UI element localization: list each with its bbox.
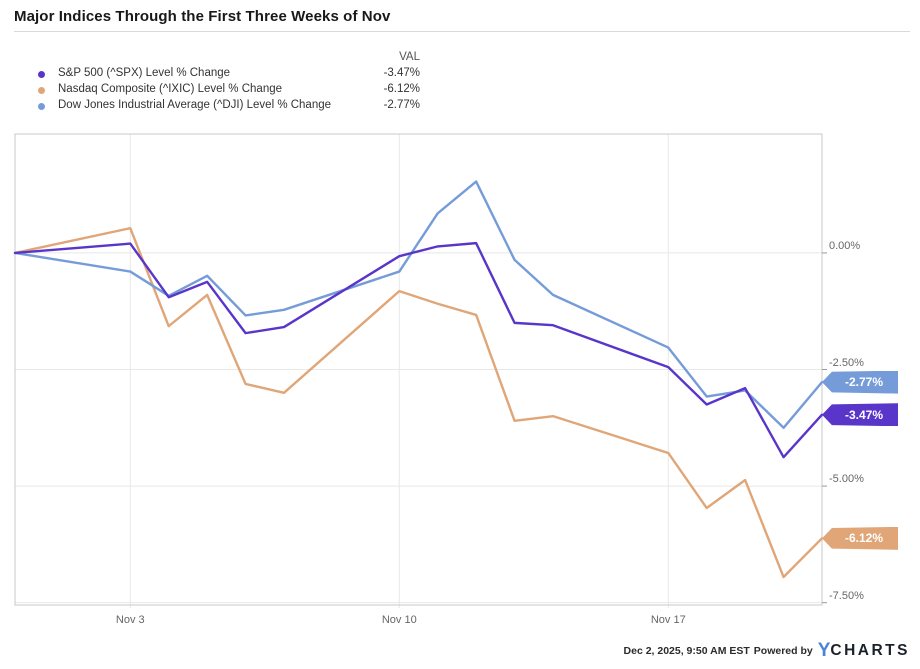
ixic-value-badge: -6.12% — [822, 526, 898, 550]
x-axis-tick-label: Nov 10 — [381, 614, 417, 626]
ycharts-logo-charts: CHARTS — [830, 642, 910, 659]
y-axis-tick-label: -2.50% — [829, 356, 864, 369]
footer: Dec 2, 2025, 9:50 AM EST Powered by Y CH… — [623, 640, 910, 661]
legend-item-value: -3.47% — [383, 67, 420, 79]
ycharts-logo-y-icon: Y — [817, 640, 831, 661]
y-axis-tick-label: 0.00% — [829, 239, 861, 252]
series-line-2 — [13, 180, 824, 429]
footer-timestamp: Dec 2, 2025, 9:50 AM EST — [623, 645, 750, 657]
x-axis-tick-label: Nov 17 — [650, 614, 686, 626]
spx-series-dot-icon — [38, 71, 45, 78]
x-axis-tick-label: Nov 3 — [115, 614, 145, 626]
y-axis-tick-label: -7.50% — [829, 589, 864, 602]
legend-row-dji: Dow Jones Industrial Average (^DJI) Leve… — [0, 99, 460, 115]
ixic-series-dot-icon — [38, 87, 45, 94]
dji-series-dot-icon — [38, 103, 45, 110]
chart-title: Major Indices Through the First Three We… — [14, 8, 391, 25]
spx-value-badge: -3.47% — [822, 403, 898, 427]
y-axis-tick-label: -5.00% — [829, 473, 864, 486]
series-line-1 — [13, 226, 824, 579]
legend-val-header: VAL — [399, 51, 420, 63]
footer-powered-by: Powered by — [753, 645, 813, 657]
ycharts-logo: Y CHARTS — [817, 640, 910, 661]
legend-row-spx: S&P 500 (^SPX) Level % Change -3.47% — [0, 67, 460, 83]
legend-item-value: -6.12% — [383, 83, 420, 95]
legend-item-label: Nasdaq Composite (^IXIC) Level % Change — [58, 83, 283, 95]
legend-row-ixic: Nasdaq Composite (^IXIC) Level % Change … — [0, 83, 460, 99]
legend-item-value: -2.77% — [383, 99, 420, 111]
legend-item-label: S&P 500 (^SPX) Level % Change — [58, 67, 231, 79]
title-divider — [14, 31, 910, 32]
dji-value-badge: -2.77% — [822, 370, 898, 394]
legend-item-label: Dow Jones Industrial Average (^DJI) Leve… — [58, 99, 332, 111]
series-line-0 — [13, 241, 824, 459]
